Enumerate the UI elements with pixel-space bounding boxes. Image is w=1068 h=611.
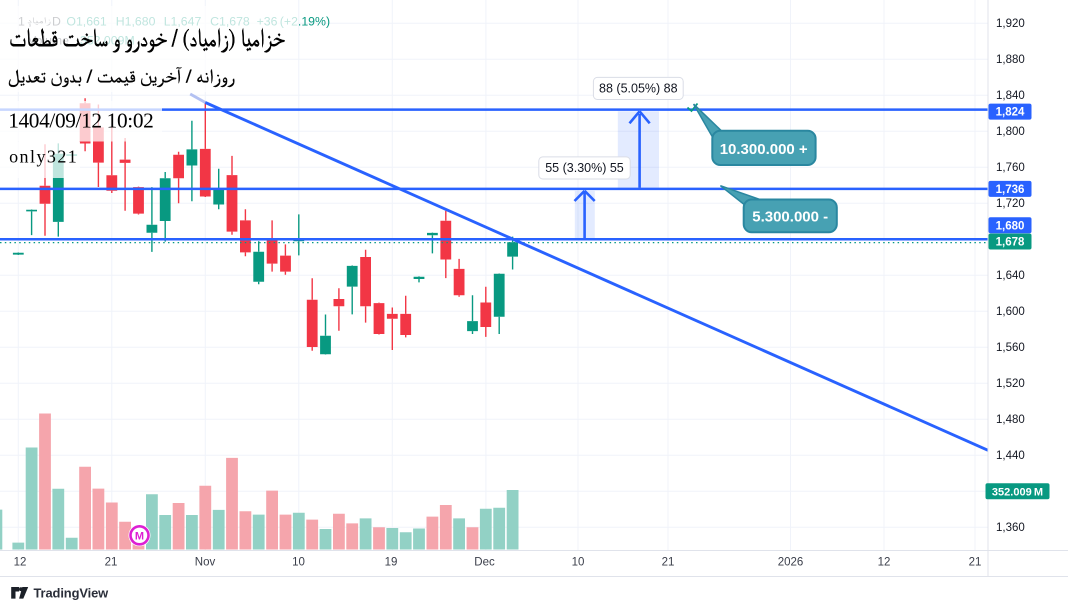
svg-text:10.300.000 +: 10.300.000 + (720, 141, 808, 158)
svg-text:1,600: 1,600 (996, 306, 1025, 318)
svg-text:1,678: 1,678 (996, 237, 1025, 249)
svg-text:21: 21 (662, 557, 675, 569)
svg-text:M: M (135, 530, 144, 542)
svg-text:10: 10 (572, 557, 585, 569)
svg-text:88 (5.05%) 88: 88 (5.05%) 88 (599, 82, 678, 96)
svg-text:1,640: 1,640 (996, 270, 1025, 282)
svg-text:55 (3.30%) 55: 55 (3.30%) 55 (545, 161, 624, 175)
svg-text:19: 19 (385, 557, 398, 569)
svg-text:10: 10 (292, 557, 305, 569)
svg-text:Nov: Nov (195, 557, 216, 569)
svg-text:2026: 2026 (778, 557, 804, 569)
svg-text:1,920: 1,920 (996, 18, 1025, 30)
svg-text:1,360: 1,360 (996, 522, 1025, 534)
svg-text:12: 12 (14, 557, 27, 569)
svg-text:1,880: 1,880 (996, 54, 1025, 66)
svg-text:Dec: Dec (474, 557, 495, 569)
svg-text:21: 21 (969, 557, 982, 569)
svg-text:1,520: 1,520 (996, 378, 1025, 390)
svg-text:1,760: 1,760 (996, 162, 1025, 174)
svg-text:1,736: 1,736 (996, 184, 1025, 196)
svg-text:TradingView: TradingView (34, 586, 110, 601)
svg-text:1,560: 1,560 (996, 342, 1025, 354)
svg-text:12: 12 (878, 557, 891, 569)
svg-text:1404/09/12 10:02: 1404/09/12 10:02 (8, 108, 153, 132)
svg-text:1,440: 1,440 (996, 450, 1025, 462)
svg-text:1,720: 1,720 (996, 198, 1025, 210)
svg-text:21: 21 (105, 557, 118, 569)
svg-text:1,800: 1,800 (996, 126, 1025, 138)
svg-text:352.009 M: 352.009 M (992, 486, 1043, 498)
svg-text:1,824: 1,824 (996, 107, 1025, 119)
svg-text:1,840: 1,840 (996, 90, 1025, 102)
svg-text:5.300.000 -: 5.300.000 - (752, 209, 828, 226)
svg-text:1,680: 1,680 (996, 220, 1025, 232)
svg-text:only321: only321 (9, 147, 78, 167)
svg-text:1,480: 1,480 (996, 414, 1025, 426)
